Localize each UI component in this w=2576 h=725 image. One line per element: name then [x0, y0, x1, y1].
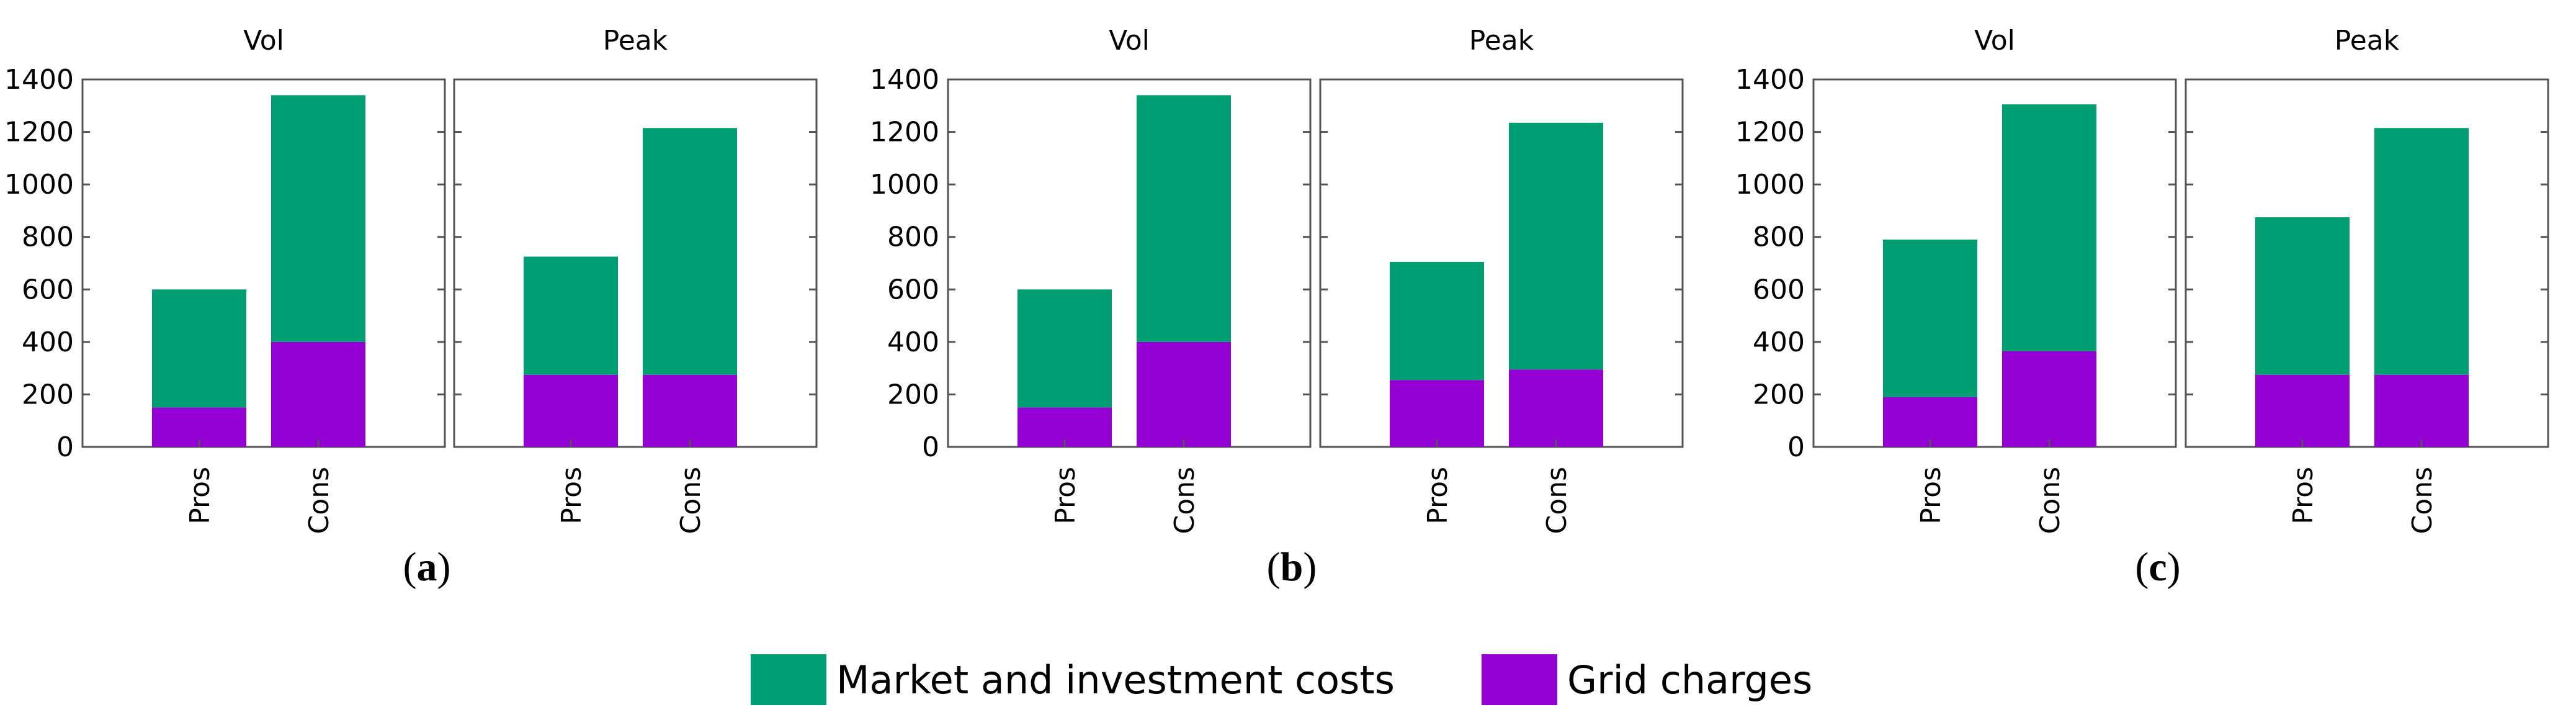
plot-frame: [2185, 78, 2549, 448]
y-tick-label: 600: [1753, 274, 1805, 305]
bar-market-pros: [1017, 289, 1112, 408]
y-tick-label: 1400: [1735, 64, 1805, 96]
y-tick-label: 1200: [870, 117, 939, 148]
y-tick-label: 0: [1787, 431, 1805, 463]
y-tick-label: 0: [56, 431, 74, 463]
y-tick-label: 1400: [870, 64, 939, 96]
y-tick-label: 1000: [1735, 169, 1805, 200]
y-tick-label: 600: [22, 274, 74, 305]
plot-frame: [81, 78, 446, 448]
legend-label-market: Market and investment costs: [836, 657, 1395, 703]
subfigure-label: (c): [2135, 544, 2180, 590]
y-tick-label: 1200: [4, 117, 74, 148]
panel-title: Vol: [243, 25, 284, 56]
x-tick-label: Cons: [2407, 467, 2438, 534]
bar-market-cons: [1509, 122, 1603, 370]
bar-grid-pros: [2255, 374, 2350, 447]
panel-title: Peak: [603, 25, 668, 56]
panel-title: Vol: [1109, 25, 1150, 56]
plot-frame: [1319, 78, 1684, 448]
bar-market-cons: [271, 95, 365, 342]
bar-market-cons: [2002, 104, 2096, 351]
y-tick-label: 1200: [1735, 117, 1805, 148]
bar-grid-pros: [1390, 380, 1484, 447]
y-tick-label: 800: [22, 222, 74, 253]
panel-title: Vol: [1974, 25, 2015, 56]
bar-grid-pros: [1883, 397, 1977, 447]
y-tick-label: 1400: [4, 64, 74, 96]
x-tick-label: Pros: [1422, 467, 1454, 525]
x-tick-label: Pros: [556, 467, 588, 525]
bar-grid-cons: [271, 341, 365, 447]
y-tick-label: 1000: [4, 169, 74, 200]
legend-swatch-grid: [1481, 654, 1557, 705]
legend-swatch-market: [751, 654, 826, 705]
plot-frame: [453, 78, 818, 448]
y-tick-label: 200: [22, 379, 74, 410]
bar-grid-cons: [1509, 369, 1603, 447]
bar-grid-cons: [2002, 351, 2096, 447]
bar-grid-pros: [524, 374, 618, 447]
bar-grid-cons: [643, 374, 737, 447]
y-tick-label: 400: [887, 326, 939, 358]
x-tick-label: Cons: [675, 467, 707, 534]
x-tick-label: Cons: [2034, 467, 2066, 534]
y-tick-label: 200: [1753, 379, 1805, 410]
y-tick-label: 0: [922, 431, 939, 463]
bar-grid-cons: [1137, 341, 1231, 447]
plot-frame: [1812, 78, 2177, 448]
x-tick-label: Cons: [303, 467, 335, 534]
bar-market-pros: [1883, 239, 1977, 397]
plot-frame: [947, 78, 1312, 448]
legend: Market and investment costs Grid charges: [751, 652, 1899, 708]
x-tick-label: Cons: [1169, 467, 1201, 534]
y-tick-label: 400: [1753, 326, 1805, 358]
bar-market-pros: [2255, 217, 2350, 375]
x-tick-label: Pros: [184, 467, 216, 525]
subfigure-label: (b): [1267, 544, 1317, 590]
legend-label-grid: Grid charges: [1567, 657, 1813, 703]
y-tick-label: 800: [887, 222, 939, 253]
subfigure-label: (a): [403, 544, 451, 590]
y-tick-label: 600: [887, 274, 939, 305]
x-tick-label: Pros: [2288, 467, 2319, 525]
bar-market-cons: [1137, 95, 1231, 342]
y-tick-label: 400: [22, 326, 74, 358]
x-tick-label: Pros: [1050, 467, 1081, 525]
panel-title: Peak: [1469, 25, 1534, 56]
x-tick-label: Cons: [1541, 467, 1573, 534]
bar-market-cons: [643, 128, 737, 375]
bar-market-pros: [152, 289, 246, 408]
y-tick-label: 1000: [870, 169, 939, 200]
legend-item-grid: Grid charges: [1481, 654, 1813, 705]
y-tick-label: 200: [887, 379, 939, 410]
bar-market-pros: [524, 256, 618, 375]
bar-grid-cons: [2374, 374, 2469, 447]
bar-market-cons: [2374, 128, 2469, 375]
panel-title: Peak: [2335, 25, 2400, 56]
y-tick-label: 800: [1753, 222, 1805, 253]
x-tick-label: Pros: [1915, 467, 1947, 525]
bar-market-pros: [1390, 261, 1484, 381]
legend-item-market: Market and investment costs: [751, 654, 1395, 705]
